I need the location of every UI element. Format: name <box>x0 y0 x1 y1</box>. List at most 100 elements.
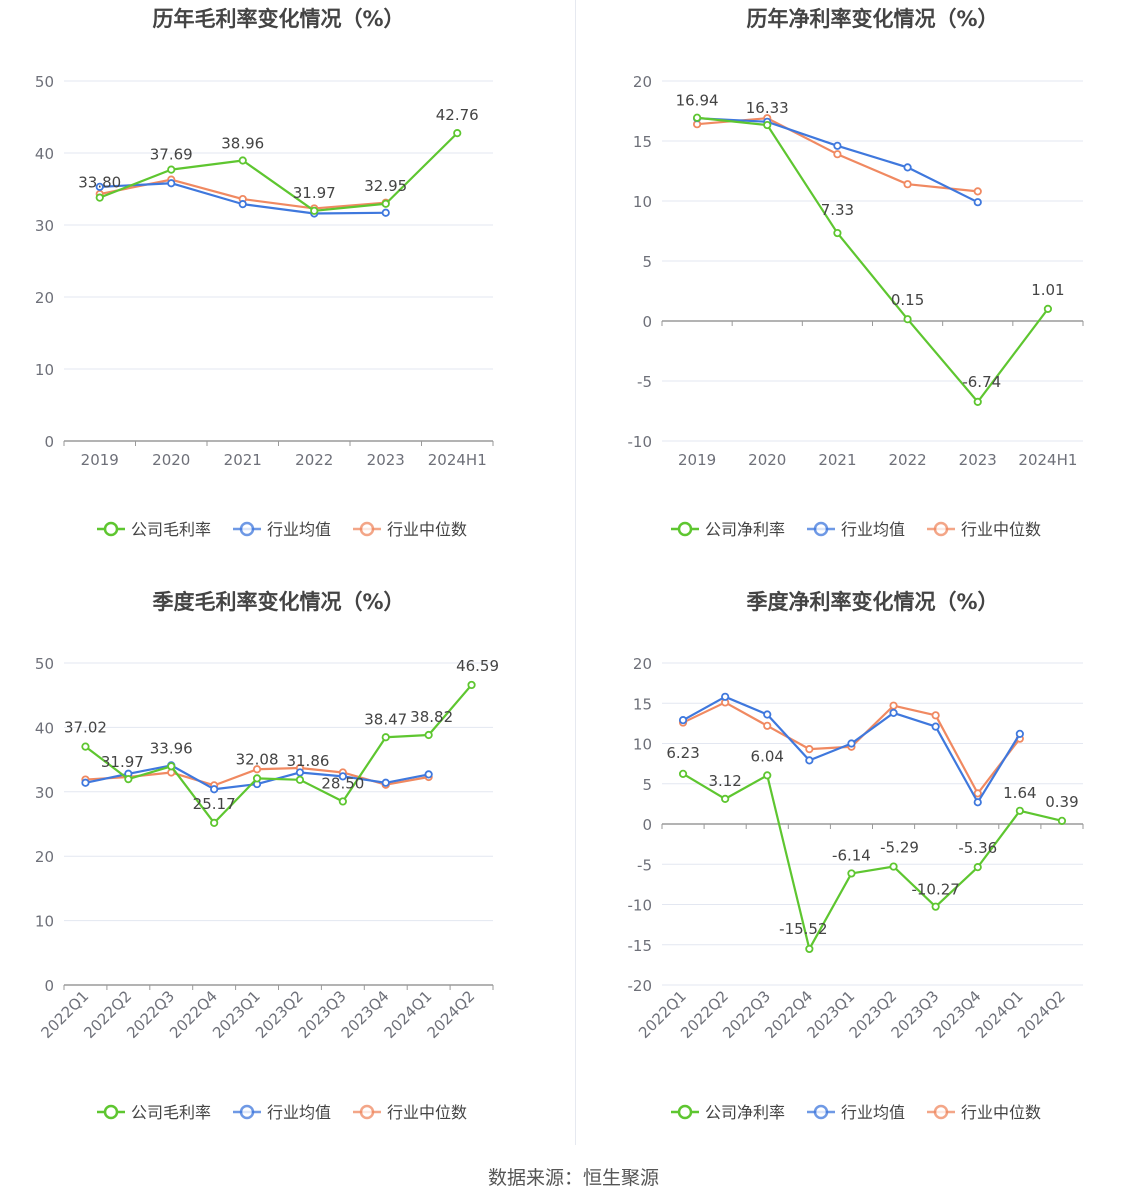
data-point-1 <box>424 770 433 779</box>
series-line-0 <box>99 132 459 212</box>
data-point-0 <box>973 397 982 406</box>
x-tick-label: 2019 <box>678 451 716 469</box>
data-label: 1.64 <box>1003 784 1036 802</box>
chart-title: 历年毛利率变化情况（%） <box>152 7 404 31</box>
y-tick-label: 20 <box>633 73 652 91</box>
data-label: 32.95 <box>364 177 407 195</box>
legend-marker <box>813 1104 829 1120</box>
data-point-2 <box>889 701 898 710</box>
x-tick-label: 2022 <box>888 451 926 469</box>
y-tick-label: 40 <box>35 719 54 737</box>
data-point-2 <box>931 711 940 720</box>
data-point-0 <box>310 206 319 215</box>
y-tick-label: -5 <box>637 856 652 874</box>
data-label: 32.08 <box>236 750 279 768</box>
data-point-0 <box>1057 816 1067 825</box>
data-point-1 <box>973 798 982 807</box>
legend-marker <box>359 1104 375 1120</box>
data-point-0 <box>931 902 940 911</box>
data-label: 28.50 <box>321 774 364 792</box>
data-point-0 <box>889 862 898 871</box>
data-point-1 <box>763 710 772 719</box>
y-tick-label: 0 <box>44 433 54 451</box>
data-point-1 <box>210 785 219 794</box>
data-point-1 <box>95 182 104 191</box>
data-point-1 <box>833 141 842 150</box>
data-point-0 <box>847 869 856 878</box>
y-tick-label: 20 <box>35 289 54 307</box>
data-point-1 <box>81 778 90 787</box>
data-point-1 <box>381 778 390 787</box>
data-label: -6.14 <box>832 846 871 864</box>
data-label: 7.33 <box>821 201 854 219</box>
data-label: 25.17 <box>193 795 236 813</box>
legend-label: 公司净利率 <box>705 1103 785 1122</box>
data-label: -5.29 <box>880 839 919 857</box>
data-label: 38.47 <box>364 710 407 728</box>
annual-net-margin-chart: 历年净利率变化情况（%） -10 -5 0 5 10 15 20 2019 2020 2021 202… <box>574 0 1147 583</box>
series-line-0 <box>682 772 1063 951</box>
data-point-0 <box>95 193 104 202</box>
data-point-0 <box>124 775 133 784</box>
series-line-0 <box>84 684 473 825</box>
legend-marker <box>103 521 119 537</box>
legend-label: 行业中位数 <box>387 1103 467 1122</box>
legend-label: 行业均值 <box>267 520 331 539</box>
y-tick-label: 40 <box>35 145 54 163</box>
annual-gross-margin-svg: 历年毛利率变化情况（%） 0 10 20 30 40 50 2019 2020 2021 2022 2… <box>35 7 494 539</box>
data-point-0 <box>210 818 219 828</box>
legend-label: 公司毛利率 <box>131 1103 211 1122</box>
legend-label: 行业中位数 <box>387 520 467 539</box>
data-label: 6.04 <box>751 747 784 765</box>
x-tick-label: 2023 <box>959 451 997 469</box>
legend-marker <box>813 521 829 537</box>
data-point-0 <box>692 113 702 122</box>
data-label: 33.96 <box>150 739 193 757</box>
y-tick-label: 0 <box>44 977 54 995</box>
legend-label: 公司净利率 <box>705 520 785 539</box>
data-point-0 <box>167 165 176 174</box>
x-tick-label: 2024H1 <box>1018 451 1077 469</box>
data-point-1 <box>931 722 940 731</box>
chart-title: 历年净利率变化情况（%） <box>746 7 998 31</box>
y-tick-label: -20 <box>628 977 653 995</box>
legend-label: 公司毛利率 <box>131 520 211 539</box>
y-tick-label: -5 <box>637 373 652 391</box>
data-point-1 <box>1015 729 1024 738</box>
quarterly-net-margin-chart: 季度净利率变化情况（%） -20 -15 -10 -5 0 5 10 15 20 2022Q1 202… <box>574 583 1147 1166</box>
x-tick-label: 2020 <box>152 451 190 469</box>
data-label: 46.59 <box>456 657 499 675</box>
data-source-footer: 数据来源：恒生聚源 <box>487 1167 659 1189</box>
data-label: 31.97 <box>293 184 336 202</box>
data-point-0 <box>381 733 390 742</box>
legend-marker <box>239 1104 255 1120</box>
data-point-1 <box>847 739 856 748</box>
data-point-0 <box>721 794 730 803</box>
data-label: 37.69 <box>150 146 193 164</box>
legend-label: 行业均值 <box>841 520 905 539</box>
y-tick-label: 50 <box>35 655 54 673</box>
data-point-1 <box>889 708 898 718</box>
legend-marker <box>933 1104 949 1120</box>
y-tick-label: -10 <box>628 433 653 451</box>
data-label: 16.33 <box>746 99 789 117</box>
data-label: 3.12 <box>708 772 741 790</box>
data-point-1 <box>721 692 730 701</box>
data-point-2 <box>805 745 814 754</box>
data-label: 38.82 <box>410 708 453 726</box>
x-tick-label: 2021 <box>224 451 262 469</box>
series-line-0 <box>696 116 1049 403</box>
data-point-2 <box>252 765 262 774</box>
data-point-1 <box>381 208 390 217</box>
data-point-0 <box>252 774 262 783</box>
x-tick-label: 2024H1 <box>428 451 487 469</box>
data-label: 37.02 <box>64 719 107 737</box>
legend-marker <box>677 521 693 537</box>
data-point-1 <box>167 179 176 188</box>
y-tick-label: -10 <box>628 897 653 915</box>
y-tick-label: 20 <box>633 655 652 673</box>
y-tick-label: 10 <box>633 736 652 754</box>
legend-marker <box>239 521 255 537</box>
data-label: -10.27 <box>911 881 959 899</box>
y-tick-label: -15 <box>628 937 653 955</box>
